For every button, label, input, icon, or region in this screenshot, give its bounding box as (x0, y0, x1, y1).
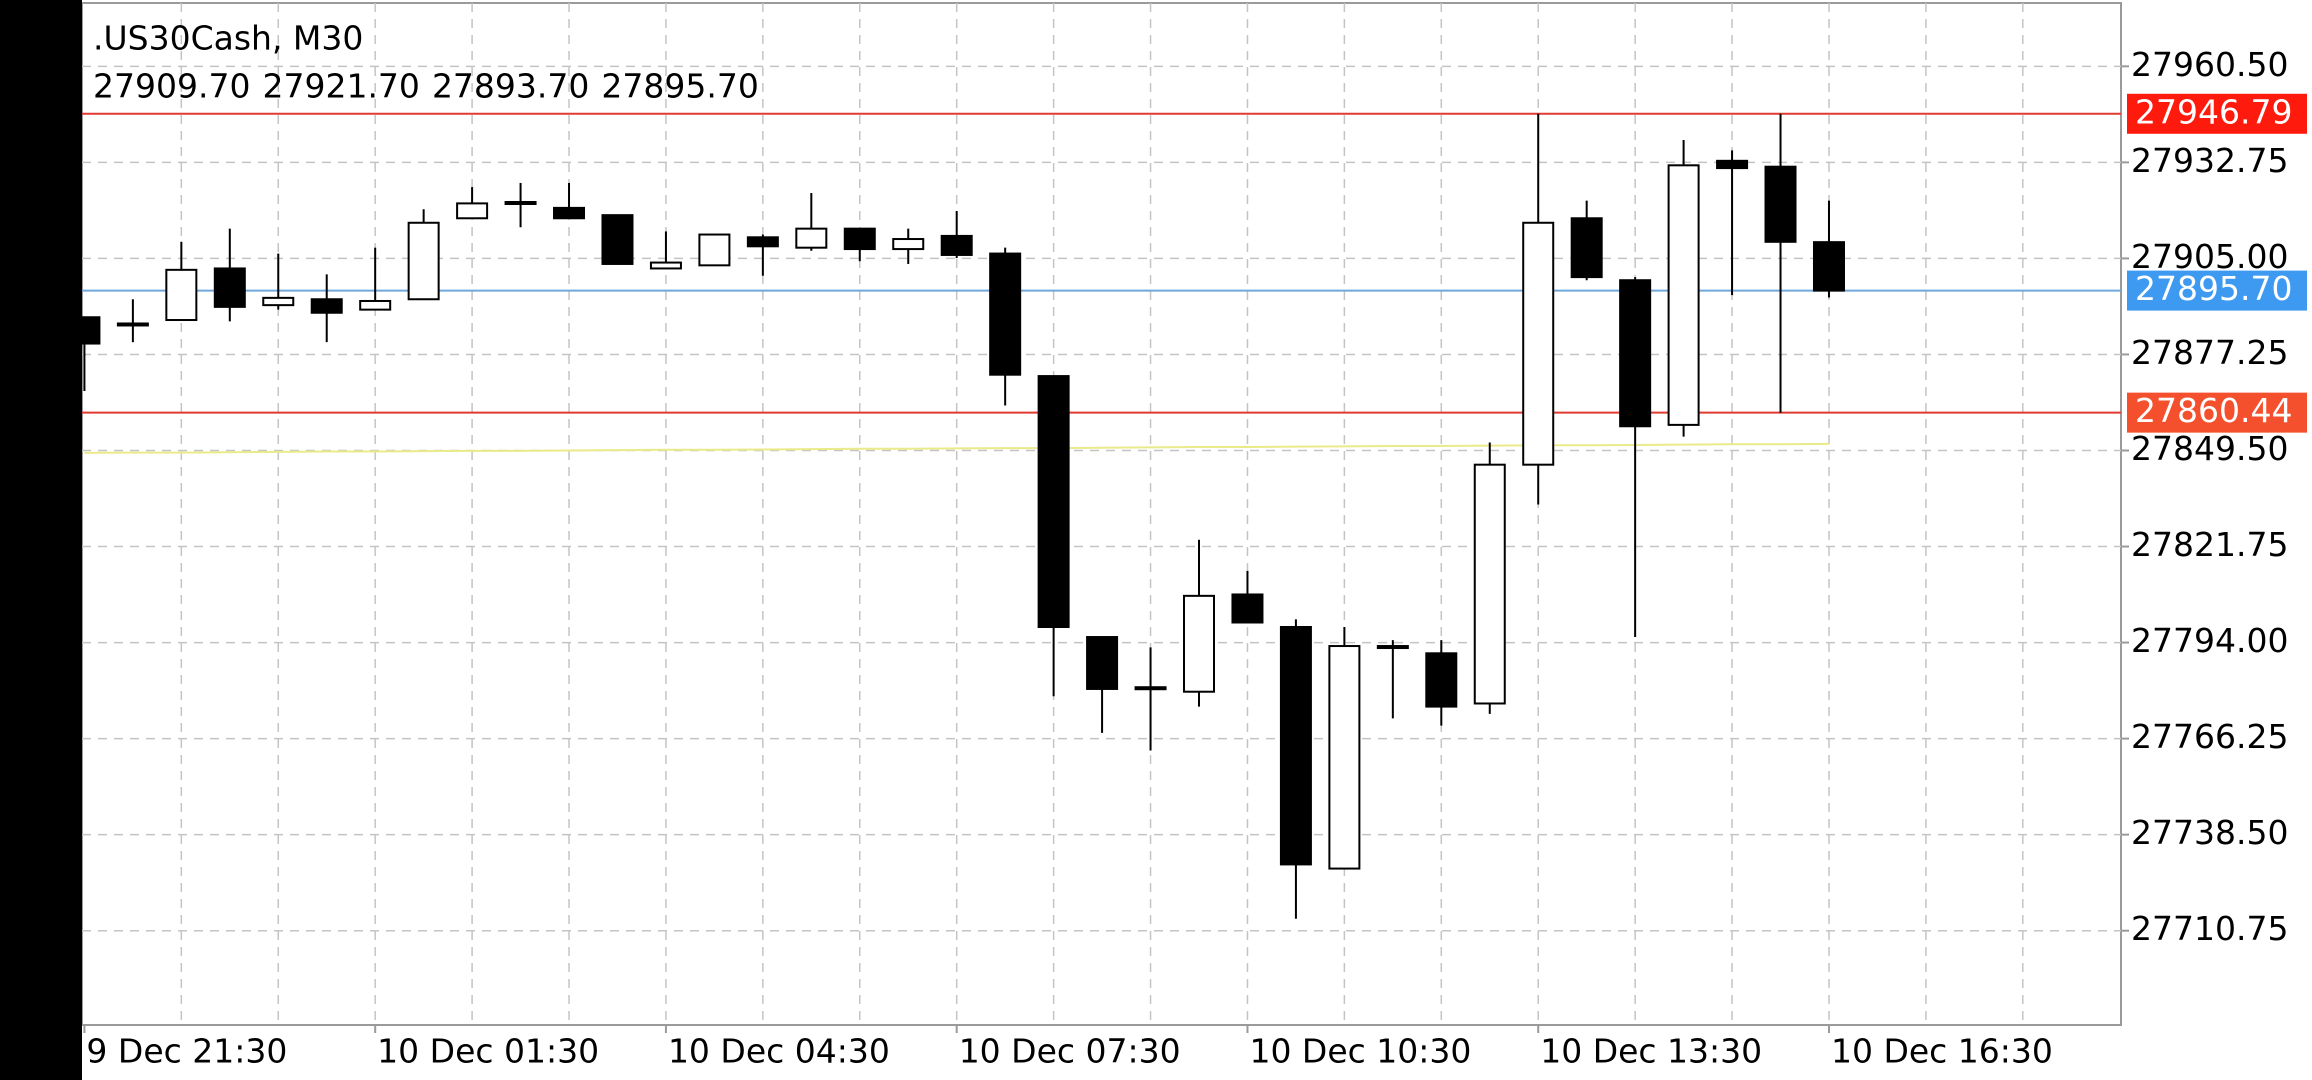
price-box-label: 27895.70 (2135, 269, 2292, 308)
x-tick-label: 10 Dec 01:30 (377, 1032, 599, 1071)
marks (68, 112, 2121, 919)
candle-body (746, 236, 779, 248)
y-tick-label: 27794.00 (2131, 621, 2288, 660)
candle-body (1425, 652, 1458, 708)
candle-body (1183, 594, 1216, 693)
candle-body (1279, 625, 1312, 866)
candle-body (1716, 159, 1749, 170)
candle-body (116, 322, 149, 327)
candle-body (1667, 164, 1700, 426)
header-values: 27909.70 27921.70 27893.70 27895.70 (93, 67, 759, 106)
candle-body (1328, 645, 1361, 870)
price-box (2127, 270, 2307, 311)
y-tick-label: 27849.50 (2131, 429, 2288, 468)
candle-body (359, 299, 392, 311)
candle-body (1570, 217, 1603, 279)
x-tick-label: 10 Dec 10:30 (1249, 1032, 1471, 1071)
candle-body (795, 227, 828, 249)
candle-body (698, 233, 731, 267)
x-tick-label: 10 Dec 16:30 (1831, 1032, 2053, 1071)
candle-body (1522, 221, 1555, 466)
chart-title: .US30Cash, M30 (93, 19, 363, 58)
candle-body (1764, 165, 1797, 243)
candle-body (940, 234, 973, 256)
x-tick-label: 10 Dec 07:30 (959, 1032, 1181, 1071)
y-tick-label: 27932.75 (2131, 141, 2288, 180)
candle-body (601, 214, 634, 265)
header-value: 27895.70 (601, 67, 758, 106)
y-tick-label: 27877.25 (2131, 333, 2288, 372)
candle-body (1473, 463, 1506, 705)
candle-body (1231, 593, 1264, 624)
candle-body (892, 238, 925, 251)
header-value: 27893.70 (432, 67, 589, 106)
candle-body (213, 267, 246, 308)
y-tick-label: 27738.50 (2131, 813, 2288, 852)
candle-body (649, 261, 682, 270)
y-tick-label: 27710.75 (2131, 909, 2288, 948)
candle-body (310, 298, 343, 314)
x-tick-label: 9 Dec 21:30 (86, 1032, 287, 1071)
candle-body (843, 227, 876, 251)
candle-body (1134, 686, 1167, 691)
price-box (2127, 93, 2307, 134)
candle-body (1376, 645, 1409, 650)
candle-body (1619, 279, 1652, 428)
candle-body (165, 268, 198, 322)
candle-body (1812, 241, 1845, 292)
candle-body (1037, 375, 1070, 628)
y-tick-label: 27905.00 (2131, 237, 2288, 276)
y-tick-label: 27766.25 (2131, 717, 2288, 756)
price-box-label: 27946.79 (2135, 92, 2292, 131)
candle-body (262, 296, 295, 307)
labels: 27960.50 27932.75 27905.00 27877.25 27849.50… (86, 45, 2307, 1071)
candle-body (407, 221, 440, 301)
header-value: 27921.70 (262, 67, 419, 106)
x-tick-label: 10 Dec 04:30 (668, 1032, 890, 1071)
y-tick-label: 27960.50 (2131, 45, 2288, 84)
candle-body (456, 202, 489, 220)
candle-body (989, 252, 1022, 376)
x-tick-label: 10 Dec 13:30 (1540, 1032, 1762, 1071)
candle-body (1086, 636, 1119, 690)
price-box (2127, 392, 2307, 433)
left-bar (0, 0, 82, 1080)
candle-body (553, 206, 586, 220)
price-box-label: 27860.44 (2135, 391, 2292, 430)
header-value: 27909.70 (93, 67, 250, 106)
y-tick-label: 27821.75 (2131, 525, 2288, 564)
candle-body (504, 201, 537, 206)
